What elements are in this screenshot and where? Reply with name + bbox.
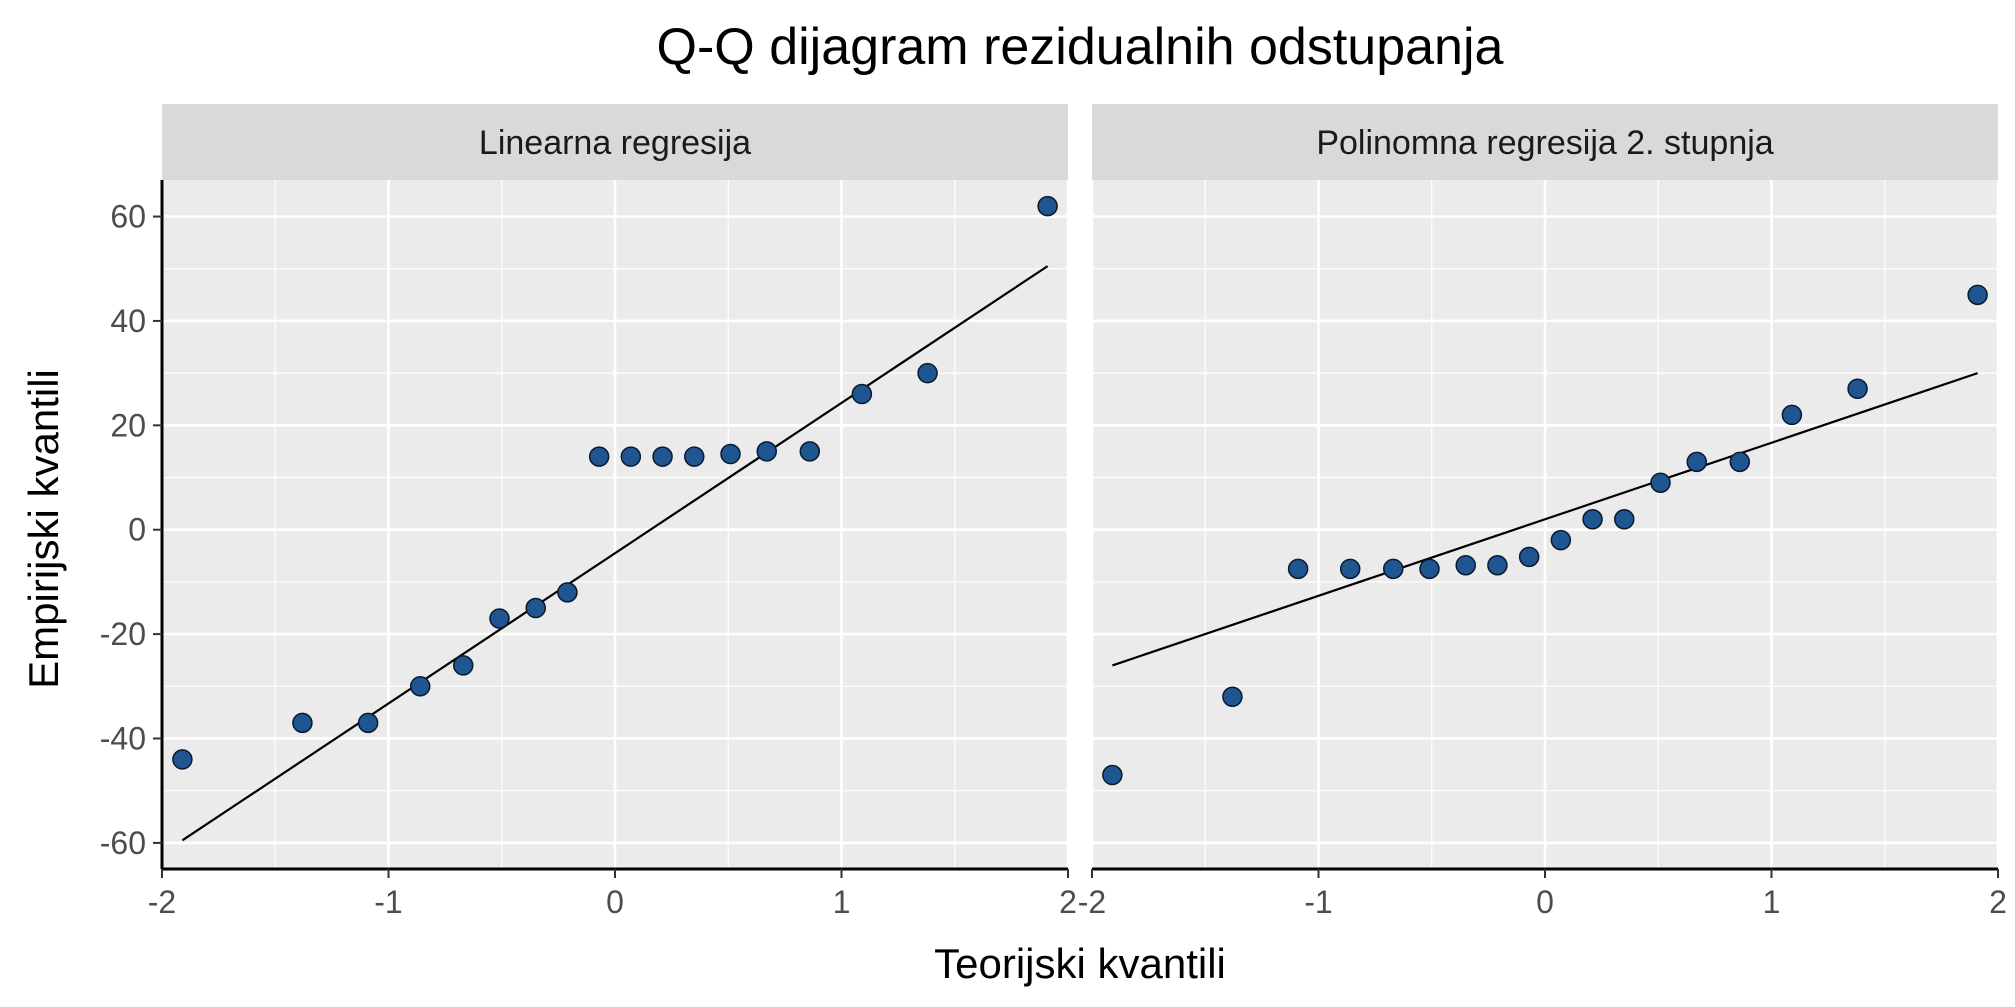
panel-linear: Linearna regresija -2 -1 0 1 2 -60 -40 -20 0 20 40 6…	[100, 104, 1077, 920]
qq-reference-line	[1112, 372, 1978, 667]
data-point	[851, 383, 873, 405]
panel-strip-label: Polinomna regresija 2. stupnja	[1316, 124, 1773, 162]
x-tick-label: 2	[1989, 884, 2007, 920]
data-point	[1037, 195, 1058, 217]
data-point	[588, 446, 610, 467]
data-point	[1582, 509, 1603, 530]
data-point	[172, 749, 193, 770]
x-tick-label: -1	[1304, 884, 1332, 920]
y-tick-label: 20	[110, 407, 146, 443]
data-point	[1102, 764, 1123, 786]
y-tick-label: 0	[128, 512, 146, 548]
data-point	[1339, 558, 1361, 580]
x-tick-label: 1	[833, 884, 851, 920]
data-point	[1686, 451, 1708, 473]
data-point	[1967, 284, 1988, 306]
data-point	[1847, 378, 1868, 400]
data-point	[525, 597, 546, 619]
data-point	[652, 446, 673, 467]
data-point	[452, 655, 474, 676]
y-tick-label: -60	[100, 825, 146, 861]
x-tick-label: -2	[1078, 884, 1106, 920]
data-point	[1382, 558, 1404, 580]
data-point	[799, 441, 821, 462]
panel-polynomial: Polinomna regresija 2. stupnja -2 -1 0 1 2	[1078, 104, 2007, 920]
data-point	[1419, 558, 1440, 580]
x-tick-label: -1	[374, 884, 402, 920]
data-point	[1550, 529, 1572, 551]
data-point	[620, 446, 642, 467]
data-point	[489, 608, 510, 629]
x-tick-label: 0	[1536, 884, 1554, 920]
data-point	[1287, 558, 1309, 580]
data-point	[1781, 404, 1803, 426]
x-tick-label: -2	[148, 884, 176, 920]
data-point	[1518, 546, 1540, 568]
panel-strip	[162, 104, 1068, 180]
y-axis-title: Empirijski kvantili	[20, 369, 67, 689]
panel-strip	[1092, 104, 1998, 180]
data-point	[1729, 451, 1751, 473]
data-point	[1650, 472, 1671, 493]
data-point	[1487, 554, 1508, 576]
data-point	[1614, 509, 1635, 530]
qq-reference-line	[181, 265, 1049, 842]
panel-strip-label: Linearna regresija	[479, 124, 751, 162]
y-tick-label: -40	[100, 721, 146, 757]
y-tick-label: 40	[110, 303, 146, 339]
data-point	[720, 443, 741, 465]
data-point	[1455, 554, 1476, 576]
x-tick-label: 1	[1763, 884, 1781, 920]
x-axis-title: Teorijski kvantili	[934, 940, 1226, 987]
data-point	[292, 712, 313, 734]
x-tick-label: 2	[1059, 884, 1077, 920]
chart-title: Q-Q dijagram rezidualnih odstupanja	[657, 18, 1504, 76]
y-tick-label: 60	[110, 199, 146, 235]
data-point	[1222, 686, 1243, 707]
data-point	[557, 582, 578, 603]
data-point	[756, 441, 778, 462]
data-point	[684, 446, 705, 467]
data-point	[917, 362, 938, 384]
x-tick-label: 0	[606, 884, 624, 920]
data-point	[409, 676, 431, 697]
data-point	[357, 712, 379, 734]
y-tick-label: -20	[100, 616, 146, 652]
